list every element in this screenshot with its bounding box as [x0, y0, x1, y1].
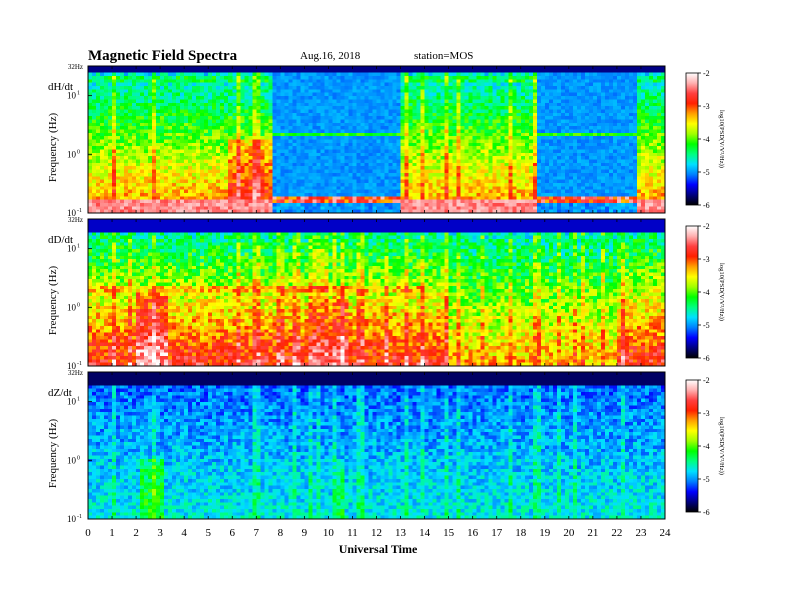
x-tick-label-12: 12 [371, 527, 382, 539]
colorbar-tick-label-dH-3: -5 [703, 168, 710, 177]
x-tick-label-22: 22 [611, 527, 622, 539]
y-tick-label-dH-1: 10 [67, 149, 77, 159]
x-tick-label-20: 20 [563, 527, 575, 539]
x-tick-label-24: 24 [660, 527, 672, 539]
y-tick-label-dD-1: 10 [67, 302, 77, 312]
colorbar-tick-label-dD-4: -6 [703, 354, 710, 363]
y-axis-label-dH: Frequency (Hz) [47, 113, 59, 183]
colorbar-label-dH: log10(PSD(V/V²/Hz)) [718, 110, 725, 168]
colorbar-dD: -2 -3 -4 -5 -6 log10(PSD(V/V²/Hz)) [686, 222, 725, 363]
y-tick-label-dZ-2: 10 [67, 397, 77, 407]
x-tick-label-7: 7 [254, 527, 260, 539]
colorbar-dZ: -2 -3 -4 -5 -6 log10(PSD(V/V²/Hz)) [686, 376, 725, 517]
y-axis-label-dD: Frequency (Hz) [47, 266, 59, 336]
y-tick-label-dH-2: 10 [67, 91, 77, 101]
x-axis-tick-labels: 0 1 2 3 4 5 6 7 8 9 10 11 12 13 14 15 16 17 18 19 20 21 22 23 24 [85, 527, 671, 539]
colorbar-tick-label-dD-1: -3 [703, 255, 710, 264]
colorbar-tick-label-dD-0: -2 [703, 222, 710, 231]
x-tick-label-23: 23 [635, 527, 647, 539]
x-tick-label-3: 3 [157, 527, 163, 539]
spectrogram-cells-dD [88, 219, 666, 367]
x-tick-label-18: 18 [515, 527, 527, 539]
y-tick-label-dZ-1: 10 [67, 455, 77, 465]
x-tick-label-0: 0 [85, 527, 91, 539]
x-tick-label-17: 17 [491, 527, 503, 539]
colorbar-tick-label-dH-4: -6 [703, 201, 710, 210]
spectrogram-cells-dH [88, 66, 666, 214]
colorbar-tick-label-dZ-1: -3 [703, 409, 710, 418]
x-tick-label-21: 21 [587, 527, 598, 539]
y-tick-exponent-dZ-0: -1 [77, 514, 82, 520]
y-tick-exponent-dD-0: -1 [77, 361, 82, 367]
colorbar-tick-label-dZ-3: -5 [703, 475, 710, 484]
x-tick-label-4: 4 [181, 527, 187, 539]
y-tick-exponent-dH-0: -1 [77, 208, 82, 214]
colorbar-tick-label-dD-2: -4 [703, 288, 710, 297]
y-tick-label-dD-2: 10 [67, 244, 77, 254]
colorbar-tick-label-dZ-4: -6 [703, 508, 710, 517]
x-tick-label-16: 16 [467, 527, 479, 539]
panel-top-frequency-label-dD: 32Hz [68, 216, 83, 224]
x-tick-label-8: 8 [278, 527, 284, 539]
y-tick-exponent-dZ-2: 1 [77, 397, 80, 403]
y-tick-label-dZ-0: 10 [67, 514, 77, 524]
panel-top-frequency-label-dH: 32Hz [68, 63, 83, 71]
colorbar-tick-label-dH-2: -4 [703, 135, 710, 144]
x-tick-label-13: 13 [395, 527, 407, 539]
x-axis-label: Universal Time [339, 542, 418, 556]
x-tick-label-11: 11 [347, 527, 358, 539]
y-tick-exponent-dD-1: 0 [77, 302, 80, 308]
colorbar-tick-label-dZ-2: -4 [703, 442, 710, 451]
x-tick-label-1: 1 [109, 527, 115, 539]
y-tick-exponent-dH-1: 0 [77, 149, 80, 155]
chart-title: Magnetic Field Spectra [88, 48, 238, 64]
chart-date: Aug.16, 2018 [300, 50, 361, 62]
colorbar-dH: -2 -3 -4 -5 -6 log10(PSD(V/V²/Hz)) [686, 69, 725, 210]
y-tick-exponent-dH-2: 1 [77, 91, 80, 97]
x-tick-label-2: 2 [133, 527, 139, 539]
colorbar-tick-label-dZ-0: -2 [703, 376, 710, 385]
colorbar-tick-label-dD-3: -5 [703, 321, 710, 330]
x-tick-label-6: 6 [230, 527, 236, 539]
x-tick-label-19: 19 [539, 527, 551, 539]
y-axis-label-dZ: Frequency (Hz) [47, 419, 59, 489]
x-tick-label-15: 15 [443, 527, 455, 539]
colorbar-tick-label-dH-0: -2 [703, 69, 710, 78]
y-tick-exponent-dD-2: 1 [77, 244, 80, 250]
y-tick-exponent-dZ-1: 0 [77, 455, 80, 461]
colorbar-label-dZ: log10(PSD(V/V²/Hz)) [718, 417, 725, 475]
panel-top-frequency-label-dZ: 32Hz [68, 369, 83, 377]
x-tick-label-10: 10 [323, 527, 335, 539]
colorbar-tick-label-dH-1: -3 [703, 102, 710, 111]
chart-station: station=MOS [414, 50, 473, 62]
x-tick-label-5: 5 [205, 527, 211, 539]
x-tick-label-14: 14 [419, 527, 431, 539]
x-tick-label-9: 9 [302, 527, 308, 539]
spectrogram-cells-dZ [88, 372, 666, 520]
colorbar-label-dD: log10(PSD(V/V²/Hz)) [718, 263, 725, 321]
